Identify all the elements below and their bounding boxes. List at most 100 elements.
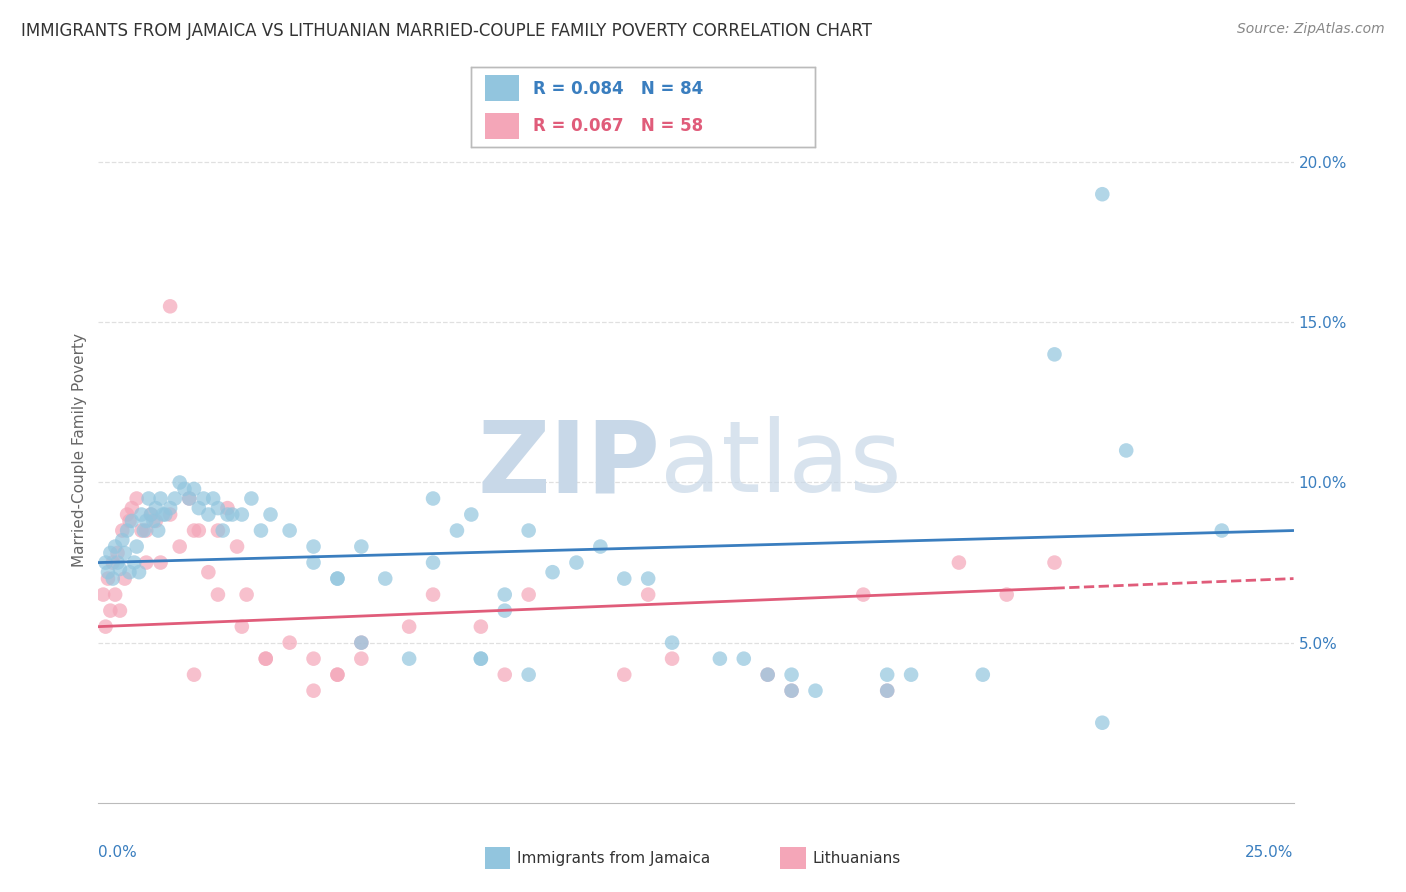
Point <box>207 524 229 538</box>
Point <box>197 565 219 579</box>
Point <box>104 588 127 602</box>
Point <box>517 524 540 538</box>
Point <box>804 683 827 698</box>
Text: 0.0%: 0.0% <box>98 845 138 860</box>
Point <box>183 482 205 496</box>
Point <box>155 508 177 522</box>
Point <box>94 619 117 633</box>
Point <box>207 588 229 602</box>
Point <box>613 667 636 681</box>
Point <box>302 540 325 554</box>
Point <box>302 683 325 698</box>
Point <box>118 565 141 579</box>
Point <box>589 540 612 554</box>
Text: Lithuanians: Lithuanians <box>813 851 901 865</box>
Point <box>876 683 898 698</box>
Point <box>709 651 731 665</box>
Point <box>302 651 325 665</box>
Point <box>398 651 420 665</box>
Point <box>169 475 191 490</box>
Point <box>876 667 898 681</box>
Point <box>1091 187 1114 202</box>
Point <box>115 508 138 522</box>
Point <box>231 508 253 522</box>
Point <box>132 524 155 538</box>
Point <box>115 524 138 538</box>
Point <box>221 508 243 522</box>
Text: R = 0.084   N = 84: R = 0.084 N = 84 <box>533 79 703 97</box>
Point <box>193 491 215 506</box>
Bar <box>485 112 519 139</box>
Point <box>121 501 143 516</box>
Point <box>470 651 492 665</box>
Point <box>101 556 124 570</box>
Point <box>1043 347 1066 361</box>
Point <box>91 588 114 602</box>
Point <box>104 540 127 554</box>
Text: 25.0%: 25.0% <box>1246 845 1294 860</box>
Point <box>470 651 492 665</box>
Point <box>398 619 420 633</box>
Text: IMMIGRANTS FROM JAMAICA VS LITHUANIAN MARRIED-COUPLE FAMILY POVERTY CORRELATION : IMMIGRANTS FROM JAMAICA VS LITHUANIAN MA… <box>21 22 872 40</box>
Point <box>637 572 659 586</box>
Point <box>202 491 225 506</box>
Point <box>756 667 779 681</box>
Point <box>187 501 209 516</box>
Point <box>197 508 219 522</box>
Point <box>780 683 803 698</box>
Point <box>131 508 153 522</box>
Point <box>107 546 129 560</box>
Point <box>1091 715 1114 730</box>
Text: ZIP: ZIP <box>477 416 661 513</box>
Point <box>139 508 162 522</box>
Point <box>142 514 165 528</box>
Point <box>541 565 564 579</box>
Point <box>302 556 325 570</box>
Point <box>637 588 659 602</box>
Point <box>217 508 239 522</box>
Point <box>124 556 146 570</box>
Point <box>422 556 444 570</box>
Point <box>1043 556 1066 570</box>
Text: Immigrants from Jamaica: Immigrants from Jamaica <box>517 851 710 865</box>
Text: atlas: atlas <box>661 416 901 513</box>
Point <box>259 508 281 522</box>
Point <box>169 540 191 554</box>
Point <box>852 588 875 602</box>
Point <box>613 572 636 586</box>
Point <box>240 491 263 506</box>
Point <box>326 667 349 681</box>
Point <box>995 588 1018 602</box>
Point <box>326 667 349 681</box>
Point <box>876 683 898 698</box>
Point <box>179 491 201 506</box>
Point <box>94 556 117 570</box>
Point <box>350 540 373 554</box>
Point <box>231 619 253 633</box>
Point <box>183 524 205 538</box>
Point <box>135 524 157 538</box>
Point <box>278 524 301 538</box>
Point <box>460 508 482 522</box>
Point <box>108 562 131 576</box>
Point <box>125 540 148 554</box>
Point <box>135 556 157 570</box>
Point <box>733 651 755 665</box>
Point <box>326 572 349 586</box>
Point <box>183 667 205 681</box>
Point <box>98 546 122 560</box>
Point <box>163 491 186 506</box>
Point <box>145 501 167 516</box>
Point <box>254 651 277 665</box>
Point <box>111 524 134 538</box>
Point <box>494 588 516 602</box>
Point <box>138 491 160 506</box>
Point <box>1211 524 1233 538</box>
Bar <box>485 75 519 102</box>
Point <box>780 667 803 681</box>
Point <box>159 508 181 522</box>
Point <box>139 508 162 522</box>
Point <box>135 514 157 528</box>
Point <box>235 588 257 602</box>
Point <box>125 491 148 506</box>
